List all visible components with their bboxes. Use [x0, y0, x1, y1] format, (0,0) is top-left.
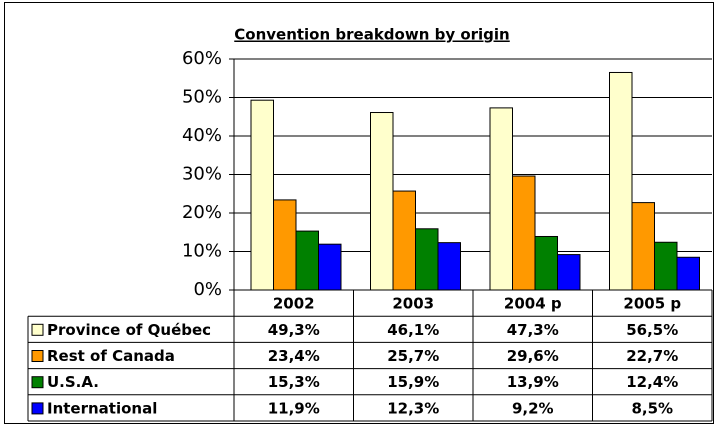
- bar: [415, 228, 439, 291]
- data-label: 46,1%: [387, 321, 439, 339]
- data-label: 15,3%: [268, 373, 320, 391]
- y-tick-label: 50%: [182, 87, 222, 108]
- bar: [273, 199, 297, 291]
- data-label: 9,2%: [512, 399, 554, 417]
- bar: [631, 202, 655, 291]
- legend-label: Rest of Canada: [47, 347, 175, 365]
- x-tick-label: 2005 p: [623, 295, 681, 313]
- bar: [489, 107, 513, 291]
- bar: [295, 230, 319, 291]
- legend-label: U.S.A.: [47, 373, 99, 391]
- y-tick-label: 20%: [182, 202, 222, 223]
- data-label: 12,3%: [387, 399, 439, 417]
- data-label: 12,4%: [626, 373, 678, 391]
- data-label: 47,3%: [507, 321, 559, 339]
- legend-key: [31, 376, 44, 389]
- x-tick-label: 2003: [392, 295, 434, 313]
- y-tick-label: 60%: [182, 48, 222, 69]
- data-label: 8,5%: [631, 399, 673, 417]
- bar: [557, 254, 581, 291]
- y-tick-label: 10%: [182, 241, 222, 262]
- bar: [370, 112, 394, 291]
- data-label: 15,9%: [387, 373, 439, 391]
- data-label: 29,6%: [507, 347, 559, 365]
- bar: [676, 256, 700, 291]
- bar: [250, 99, 274, 291]
- y-tick-label: 40%: [182, 125, 222, 146]
- data-label: 13,9%: [507, 373, 559, 391]
- data-label: 25,7%: [387, 347, 439, 365]
- bar: [609, 71, 633, 291]
- y-tick-label: 30%: [182, 164, 222, 185]
- bar: [534, 235, 558, 291]
- data-label: 11,9%: [268, 399, 320, 417]
- bar: [318, 243, 342, 291]
- y-tick-label: 0%: [193, 279, 222, 300]
- legend-label: Province of Québec: [47, 321, 211, 339]
- bar: [512, 175, 536, 291]
- legend-key: [31, 402, 44, 415]
- x-tick-label: 2004 p: [504, 295, 562, 313]
- legend-label: International: [47, 399, 157, 417]
- data-label: 49,3%: [268, 321, 320, 339]
- bar: [654, 241, 678, 291]
- legend-key: [31, 323, 44, 336]
- bar: [392, 190, 416, 291]
- data-label: 22,7%: [626, 347, 678, 365]
- data-label: 56,5%: [626, 321, 678, 339]
- bar: [437, 242, 461, 291]
- legend-key: [31, 350, 44, 362]
- chart-title: Convention breakdown by origin: [234, 26, 510, 44]
- data-label: 23,4%: [268, 347, 320, 365]
- x-tick-label: 2002: [273, 295, 315, 313]
